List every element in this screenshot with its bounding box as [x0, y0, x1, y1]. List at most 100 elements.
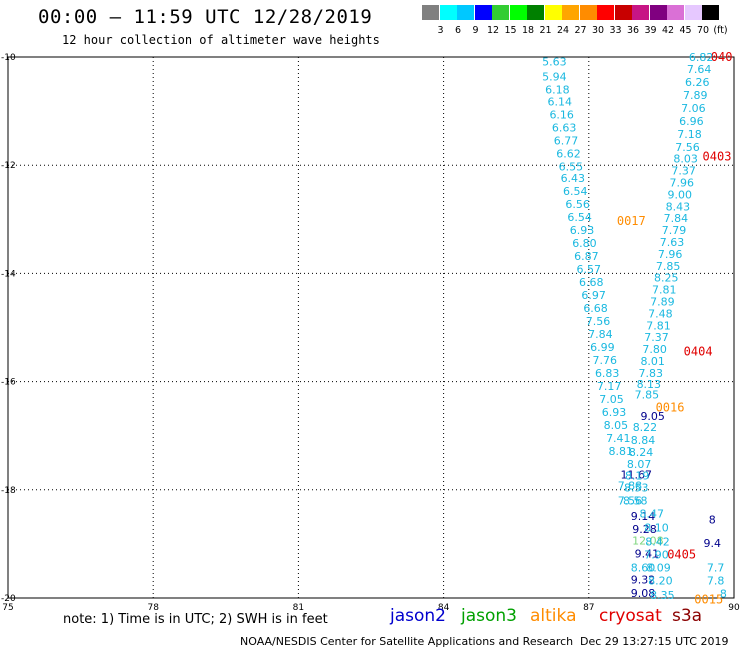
data-point-s3a: 8.05	[604, 419, 629, 432]
data-point-s3a: 7.83	[639, 367, 664, 380]
y-tick-label: -12	[1, 161, 16, 171]
color-scale-swatch	[702, 5, 719, 20]
data-point-s3a: 8	[720, 588, 727, 601]
data-point-s3a: 6.57	[577, 263, 602, 276]
data-point-s3a: 8.42	[645, 536, 670, 549]
data-point-s3a: 7.8	[707, 575, 725, 588]
data-point-jason2: 8	[709, 514, 716, 527]
color-scale-swatch	[439, 5, 457, 20]
data-point-jason2: 9.41	[635, 548, 660, 561]
color-scale-label: 45	[679, 25, 692, 36]
data-point-s3a: 6.26	[685, 76, 710, 89]
color-scale-swatch	[527, 5, 544, 20]
credit-line: NOAA/NESDIS Center for Satellite Applica…	[240, 635, 574, 648]
data-point-s3a: 7.81	[652, 284, 677, 297]
color-scale-label: 27	[574, 25, 587, 36]
x-tick-label: 84	[438, 603, 450, 613]
data-point-s3a: 8.58	[623, 495, 648, 508]
data-point-s3a: 7.96	[658, 248, 683, 261]
data-point-s3a: 7.85	[656, 260, 681, 273]
data-point-jason2: 9.08	[631, 587, 656, 600]
color-scale-swatch	[667, 5, 684, 20]
data-point-s3a: 7.85	[635, 389, 660, 402]
data-point-s3a: 7.63	[660, 236, 685, 249]
plot-frame	[7, 56, 735, 599]
data-point-s3a: 7.56	[618, 495, 643, 508]
color-scale-label: 42	[661, 25, 675, 36]
color-scale-label: 18	[521, 25, 535, 36]
data-point-s3a: 8.22	[633, 421, 658, 434]
color-scale-swatch	[457, 5, 474, 20]
legend-s3a: s3a	[672, 606, 703, 626]
data-point-s3a: 7.37	[671, 165, 696, 178]
data-point-jason3: 12.08	[632, 535, 664, 548]
pass-label-cryosat: 0403	[703, 150, 732, 164]
data-point-jason2: 11.67	[620, 469, 652, 482]
data-point-s3a: 6.99	[590, 341, 615, 354]
data-point-s3a: 7.84	[664, 212, 689, 225]
x-tick-label: 90	[728, 603, 740, 613]
data-point-s3a: 7.18	[677, 128, 702, 141]
color-scale-swatch	[684, 5, 702, 20]
data-point-s3a: 8.09	[646, 562, 671, 575]
data-point-s3a: 7.37	[644, 331, 669, 344]
pass-label-altika: 0016	[656, 401, 685, 415]
data-point-jason2: 9.14	[631, 510, 656, 523]
data-point-s3a: 8.35	[650, 589, 675, 602]
legend-jason3: jason3	[461, 606, 517, 626]
data-point-s3a: 7.81	[646, 319, 671, 332]
data-point-jason2: 9.4	[703, 537, 721, 550]
data-point-s3a: 6.96	[679, 115, 704, 128]
data-point-s3a: 8.19	[625, 470, 650, 483]
color-scale-swatch	[562, 5, 579, 20]
data-point-s3a: 7.7	[707, 562, 725, 575]
data-point-s3a: 7.88	[618, 479, 643, 492]
data-point-s3a: 6.77	[554, 134, 579, 147]
color-scale-swatch	[422, 5, 439, 20]
data-point-s3a: 6.14	[548, 95, 573, 108]
data-point-s3a: 5.94	[542, 70, 567, 83]
legend-jason2: jason2	[390, 606, 446, 626]
color-scale-swatch	[492, 5, 509, 20]
y-tick-label: -10	[1, 53, 16, 63]
data-point-s3a: 6.68	[579, 276, 604, 289]
data-point-s3a: 8.25	[654, 272, 679, 285]
data-point-s3a: 6.62	[556, 147, 581, 160]
data-point-s3a: 6.97	[581, 289, 606, 302]
pass-label-altika: 0017	[617, 214, 646, 228]
color-scale-label: 3	[437, 25, 444, 36]
data-point-s3a: 7.76	[593, 354, 618, 367]
data-point-s3a: 8.43	[666, 200, 691, 213]
data-point-s3a: 7.89	[683, 89, 708, 102]
data-point-s3a: 7.17	[597, 380, 622, 393]
data-point-s3a: 7.89	[650, 296, 675, 309]
color-scale-label: 6	[454, 25, 462, 36]
pass-label-cryosat: 0405	[667, 548, 696, 562]
pass-label-cryosat: 0404	[684, 344, 713, 358]
color-scale-label: 39	[644, 25, 657, 36]
data-point-s3a: 6.87	[574, 250, 599, 263]
data-point-jason2: 9.05	[640, 410, 665, 423]
data-point-s3a: 6.83	[595, 367, 620, 380]
data-point-s3a: 6.68	[583, 302, 608, 315]
color-scale-label: (ft)	[713, 25, 728, 36]
data-point-s3a: 8.84	[631, 434, 656, 447]
x-tick-label: 87	[583, 603, 594, 613]
page-subtitle: 12 hour collection of altimeter wave hei…	[62, 33, 380, 47]
y-tick-label: -18	[1, 486, 16, 496]
data-point-jason2: 9.28	[632, 523, 657, 536]
color-scale-label: 9	[472, 25, 479, 36]
color-scale-swatch	[614, 5, 632, 20]
legend-cryosat: cryosat	[599, 606, 662, 626]
color-scale-swatch	[632, 5, 649, 20]
x-tick-label: 75	[2, 603, 13, 613]
data-point-s3a: 8.13	[637, 378, 662, 391]
data-point-s3a: 8.10	[644, 522, 669, 535]
data-point-s3a: 7.84	[588, 328, 613, 341]
color-scale-swatch	[474, 5, 492, 20]
footnote: note: 1) Time is in UTC; 2) SWH is in fe…	[63, 612, 328, 627]
data-point-s3a: 7.79	[662, 224, 687, 237]
data-point-s3a: 8.03	[673, 153, 698, 166]
color-scale-label: 30	[591, 25, 605, 36]
data-point-s3a: 7.06	[681, 102, 706, 115]
